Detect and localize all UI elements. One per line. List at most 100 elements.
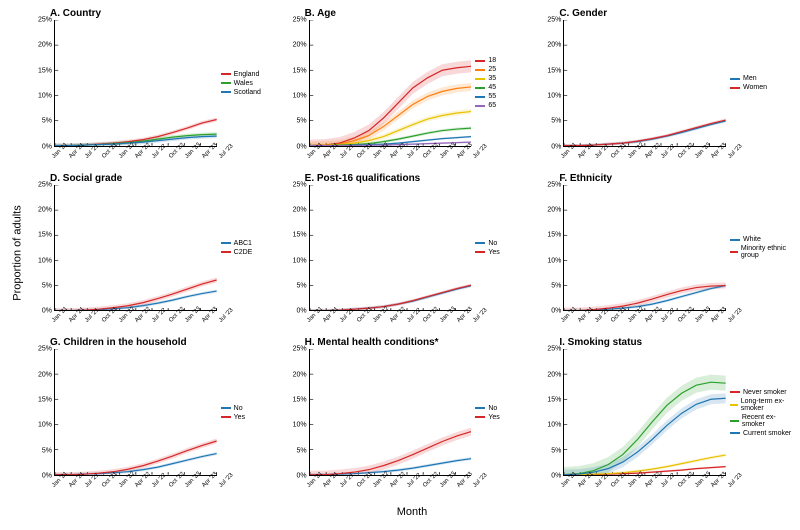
y-ticks: 0%5%10%15%20%25%	[32, 185, 54, 312]
panel-title: H. Mental health conditions*	[287, 337, 538, 349]
legend-label: England	[234, 71, 260, 78]
x-ticks: Jan '21Apr '21Jul '21Oct '21Jan '22Apr '…	[309, 311, 476, 333]
plot-area	[54, 20, 217, 147]
legend-item: Scotland	[221, 89, 283, 96]
legend-swatch	[730, 420, 739, 422]
legend-item: 65	[475, 102, 537, 109]
legend-swatch	[475, 407, 485, 409]
panel-title: I. Smoking status	[541, 337, 792, 349]
legend-swatch	[221, 242, 231, 244]
x-ticks: Jan '21Apr '21Jul '21Oct '21Jan '22Apr '…	[309, 476, 476, 498]
legend: England Wales Scotland	[217, 20, 283, 147]
legend-swatch	[475, 416, 485, 418]
panel-title: G. Children in the household	[32, 337, 283, 349]
legend-swatch	[475, 60, 485, 62]
plot-area	[309, 349, 472, 476]
legend-item: Current smoker	[730, 430, 792, 437]
legend-item: Minority ethnic group	[730, 245, 792, 259]
legend-label: Yes	[488, 249, 499, 256]
panel-H: H. Mental health conditions*0%5%10%15%20…	[287, 337, 538, 498]
y-ticks: 0%5%10%15%20%25%	[287, 20, 309, 147]
legend-item: C2DE	[221, 249, 283, 256]
legend-swatch	[221, 73, 231, 75]
legend-label: Men	[743, 75, 757, 82]
panel-title: B. Age	[287, 8, 538, 20]
panel-title: A. Country	[32, 8, 283, 20]
legend: No Yes	[471, 185, 537, 312]
plot-area	[309, 185, 472, 312]
panel-title: E. Post-16 qualifications	[287, 173, 538, 185]
x-ticks: Jan '21Apr '21Jul '21Oct '21Jan '22Apr '…	[54, 311, 221, 333]
x-ticks: Jan '21Apr '21Jul '21Oct '21Jan '22Apr '…	[563, 147, 730, 169]
y-ticks: 0%5%10%15%20%25%	[287, 185, 309, 312]
y-ticks: 0%5%10%15%20%25%	[32, 349, 54, 476]
y-axis-label: Proportion of adults	[8, 8, 28, 498]
legend-label: No	[488, 240, 497, 247]
legend: 182535455565	[471, 20, 537, 147]
legend-label: Never smoker	[743, 389, 787, 396]
legend-item: No	[475, 405, 537, 412]
panel-G: G. Children in the household0%5%10%15%20…	[32, 337, 283, 498]
legend-label: Yes	[234, 414, 245, 421]
legend: White Minority ethnic group	[726, 185, 792, 312]
legend-swatch	[475, 87, 485, 89]
legend: NoYes	[471, 349, 537, 476]
x-ticks: Jan '21Apr '21Jul '21Oct '21Jan '22Apr '…	[54, 476, 221, 498]
panel-B: B. Age0%5%10%15%20%25%182535455565Jan '2…	[287, 8, 538, 169]
legend-label: Wales	[234, 80, 253, 87]
legend-label: Scotland	[234, 89, 261, 96]
y-ticks: 0%5%10%15%20%25%	[32, 20, 54, 147]
legend-swatch	[221, 416, 231, 418]
legend-label: 65	[488, 102, 496, 109]
legend-item: Men	[730, 75, 792, 82]
legend-item: 45	[475, 84, 537, 91]
legend-label: C2DE	[234, 249, 253, 256]
panel-title: C. Gender	[541, 8, 792, 20]
plot-area	[563, 185, 726, 312]
panel-C: C. Gender0%5%10%15%20%25%MenWomenJan '21…	[541, 8, 792, 169]
x-ticks: Jan '21Apr '21Jul '21Oct '21Jan '22Apr '…	[54, 147, 221, 169]
legend-item: 18	[475, 57, 537, 64]
y-ticks: 0%5%10%15%20%25%	[287, 349, 309, 476]
x-axis-label: Month	[32, 502, 792, 522]
panel-D: D. Social grade0%5%10%15%20%25%ABC1C2DEJ…	[32, 173, 283, 334]
legend-swatch	[730, 432, 740, 434]
panel-title: F. Ethnicity	[541, 173, 792, 185]
legend-item: Never smoker	[730, 389, 792, 396]
legend-label: 18	[488, 57, 496, 64]
legend-item: 35	[475, 75, 537, 82]
legend-swatch	[221, 251, 231, 253]
plot-area	[563, 349, 726, 476]
legend: No Yes	[217, 349, 283, 476]
legend-swatch	[730, 239, 740, 241]
y-ticks: 0%5%10%15%20%25%	[541, 185, 563, 312]
legend-swatch	[475, 105, 485, 107]
legend-swatch	[730, 391, 740, 393]
plot-area	[54, 185, 217, 312]
legend-swatch	[475, 96, 485, 98]
x-ticks: Jan '21Apr '21Jul '21Oct '21Jan '22Apr '…	[563, 311, 730, 333]
legend-item: Wales	[221, 80, 283, 87]
legend-item: White	[730, 236, 792, 243]
legend-label: No	[488, 405, 497, 412]
legend-item: England	[221, 71, 283, 78]
legend-swatch	[730, 404, 738, 406]
panel-I: I. Smoking status0%5%10%15%20%25% Never s…	[541, 337, 792, 498]
legend-swatch	[730, 78, 740, 80]
ci-band	[564, 120, 726, 146]
legend-swatch	[730, 87, 740, 89]
y-ticks: 0%5%10%15%20%25%	[541, 349, 563, 476]
legend-item: No	[221, 405, 283, 412]
legend-item: 55	[475, 93, 537, 100]
legend-label: 55	[488, 93, 496, 100]
legend-label: Women	[743, 84, 767, 91]
legend-swatch	[475, 242, 485, 244]
legend-label: Long-term ex-smoker	[741, 398, 792, 412]
legend-item: Women	[730, 84, 792, 91]
legend-label: Minority ethnic group	[741, 245, 792, 259]
legend-label: 35	[488, 75, 496, 82]
legend: ABC1 C2DE	[217, 185, 283, 312]
legend-label: Recent ex-smoker	[742, 414, 792, 428]
legend-label: No	[234, 405, 243, 412]
legend-item: ABC1	[221, 240, 283, 247]
